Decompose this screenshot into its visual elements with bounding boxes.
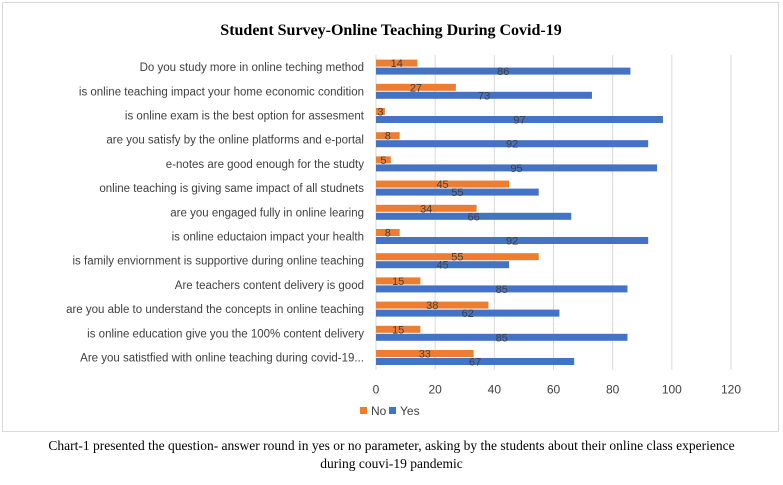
- data-label-no-6: 34: [420, 203, 432, 215]
- category-label-3: are you satisfy by the online platforms …: [106, 135, 364, 147]
- bar-no-0: [376, 59, 418, 67]
- chart-title: Student Survey-Online Teaching During Co…: [220, 22, 561, 39]
- category-label-5: online teaching is giving same impact of…: [99, 183, 364, 195]
- bar-no-9: [376, 277, 421, 285]
- bar-no-2: [376, 108, 385, 115]
- bar-yes-0: [376, 67, 631, 75]
- data-label-yes-1: 73: [478, 90, 490, 102]
- bar-no-5: [376, 180, 510, 188]
- legend-swatch-no: [360, 407, 367, 414]
- legend-swatch-yes: [389, 407, 396, 414]
- bar-no-6: [376, 204, 477, 212]
- caption-line-1: Chart-1 presented the question- answer r…: [48, 438, 735, 453]
- bar-yes-3: [376, 140, 649, 148]
- x-tick-label-2: 40: [488, 383, 502, 397]
- bar-no-11: [376, 325, 421, 333]
- gridlines: [375, 55, 732, 370]
- category-label-10: are you able to understand the concepts …: [66, 304, 364, 316]
- category-label-1: is online teaching impact your home econ…: [79, 86, 364, 98]
- data-label-no-9: 15: [392, 276, 404, 288]
- bar-yes-10: [376, 309, 560, 317]
- bar-yes-11: [376, 333, 628, 341]
- data-label-no-3: 8: [385, 131, 391, 143]
- data-label-yes-12: 67: [469, 357, 481, 369]
- data-label-yes-0: 86: [497, 66, 509, 78]
- category-label-7: is online eductaion impact your health: [172, 232, 364, 244]
- data-label-no-11: 15: [392, 324, 404, 336]
- bar-no-1: [376, 83, 456, 91]
- bar-no-3: [376, 132, 400, 140]
- data-label-no-4: 5: [380, 155, 386, 167]
- data-label-no-8: 55: [451, 252, 463, 264]
- chart-frame: Student Survey-Online Teaching During Co…: [2, 2, 779, 432]
- bar-yes-8: [376, 261, 510, 269]
- bar-yes-12: [376, 358, 575, 365]
- bar-yes-1: [376, 91, 592, 99]
- category-label-4: e-notes are good enough for the studty: [166, 159, 364, 171]
- bar-chart: Student Survey-Online Teaching During Co…: [66, 22, 742, 418]
- x-axis-ticks: 0 20 40 60 80 100 120: [373, 383, 742, 397]
- figure-caption: Chart-1 presented the question- answer r…: [0, 437, 783, 473]
- data-label-yes-6: 66: [468, 211, 480, 223]
- data-label-yes-10: 62: [462, 308, 474, 320]
- bar-yes-7: [376, 237, 649, 244]
- bar-no-7: [376, 229, 400, 236]
- data-label-no-2: 3: [377, 107, 383, 119]
- bar-no-12: [376, 350, 474, 357]
- legend-label-yes: Yes: [400, 404, 420, 418]
- data-label-no-5: 45: [436, 179, 448, 191]
- data-label-yes-9: 85: [496, 284, 508, 296]
- data-label-no-0: 14: [391, 58, 403, 70]
- data-label-no-12: 33: [419, 349, 431, 361]
- data-label-no-1: 27: [410, 82, 422, 94]
- bar-no-8: [376, 253, 539, 261]
- category-label-2: is online exam is the best option for as…: [125, 111, 365, 123]
- x-tick-label-5: 100: [662, 383, 682, 397]
- bar-no-10: [376, 301, 489, 309]
- data-label-no-10: 38: [426, 300, 438, 312]
- bar-yes-2: [376, 116, 663, 123]
- bars: 1486277339789259545553466892554515853862…: [376, 58, 663, 369]
- x-tick-label-6: 120: [721, 383, 741, 397]
- category-label-0: Do you study more in online teching meth…: [140, 62, 364, 74]
- legend: No Yes: [360, 404, 420, 418]
- data-label-yes-2: 97: [513, 115, 525, 127]
- data-label-yes-8: 45: [436, 260, 448, 272]
- bar-yes-9: [376, 285, 628, 293]
- category-label-9: Are teachers content delivery is good: [175, 280, 364, 292]
- x-tick-label-4: 80: [606, 383, 620, 397]
- data-label-yes-5: 55: [451, 187, 463, 199]
- x-tick-label-3: 60: [547, 383, 561, 397]
- bar-yes-5: [376, 188, 539, 196]
- data-label-yes-7: 92: [506, 236, 518, 248]
- bar-no-4: [376, 156, 391, 164]
- category-label-8: is family enviornment is supportive duri…: [73, 256, 365, 268]
- category-labels: Do you study more in online teching meth…: [66, 62, 365, 364]
- category-label-6: are you engaged fully in online learing: [170, 207, 364, 219]
- category-label-11: is online education give you the 100% co…: [87, 328, 364, 340]
- legend-label-no: No: [371, 404, 387, 418]
- category-label-12: Are you satistfied with online teaching …: [80, 353, 364, 365]
- data-label-yes-4: 95: [510, 163, 522, 175]
- caption-line-2: during couvi-19 pandemic: [320, 456, 463, 471]
- data-label-yes-3: 92: [506, 139, 518, 151]
- data-label-yes-11: 85: [496, 332, 508, 344]
- bar-yes-6: [376, 212, 572, 220]
- bar-yes-4: [376, 164, 658, 172]
- data-label-no-7: 8: [385, 228, 391, 240]
- x-tick-label-1: 20: [428, 383, 442, 397]
- x-tick-label-0: 0: [373, 383, 380, 397]
